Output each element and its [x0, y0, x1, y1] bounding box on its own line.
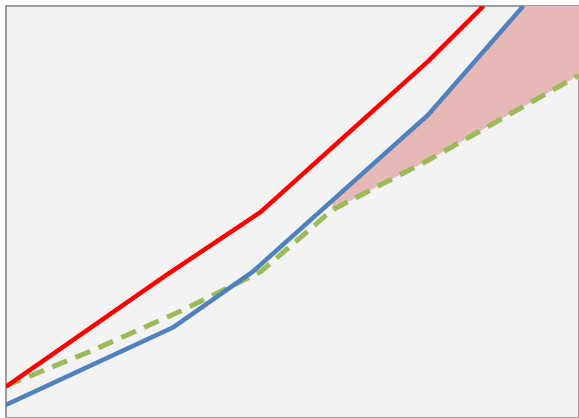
- series-line-blue: [6, 6, 525, 407]
- shaded-region: [332, 6, 579, 210]
- series-layer: [6, 6, 579, 407]
- series-line-red: [6, 6, 486, 389]
- series-line-green: [6, 73, 579, 389]
